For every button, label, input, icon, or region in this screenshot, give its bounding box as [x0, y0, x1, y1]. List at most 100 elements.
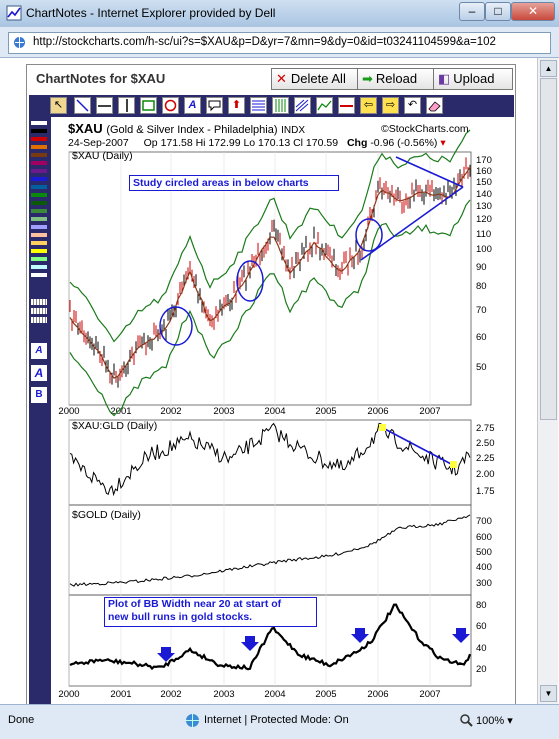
move-right-icon[interactable]: ⇨: [382, 97, 399, 114]
ratio-marker-start: [379, 424, 386, 431]
palette-swatch[interactable]: [31, 121, 47, 125]
fib-icon[interactable]: [294, 97, 311, 114]
undo-icon[interactable]: ↶: [404, 97, 421, 114]
gold-tick: 700: [476, 516, 492, 527]
scroll-up-icon[interactable]: ▲: [540, 60, 557, 77]
hlines-icon[interactable]: [250, 97, 267, 114]
panel2-label: $XAU:GLD (Daily): [72, 420, 158, 432]
palette-swatch[interactable]: [31, 257, 47, 261]
chart-chg-value: -0.96 (-0.56%): [370, 137, 438, 149]
year-label-top: 2004: [264, 406, 285, 417]
close-button[interactable]: ✕: [511, 2, 555, 21]
palette-swatch[interactable]: [31, 177, 47, 181]
gold-tick: 600: [476, 532, 492, 543]
globe-icon: [186, 714, 199, 727]
palette-swatch[interactable]: [31, 209, 47, 213]
year-label-bottom: 2002: [160, 689, 181, 700]
hatch-swatch-2[interactable]: [31, 308, 47, 314]
move-left-icon[interactable]: ⇦: [360, 97, 377, 114]
ratio-line: [69, 422, 471, 497]
scroll-down-icon[interactable]: ▼: [540, 685, 557, 702]
text-size-large-icon[interactable]: A: [31, 365, 47, 381]
chart-down-icon: ▾: [440, 137, 446, 149]
price-tick: 60: [476, 332, 487, 343]
vline-icon[interactable]: [118, 97, 135, 114]
hatch-swatch-1[interactable]: [31, 299, 47, 305]
bold-text-icon[interactable]: B: [31, 387, 47, 403]
chart-header: $XAU (Gold & Silver Index - Philadelphia…: [68, 121, 305, 136]
chart-symbol: $XAU: [68, 121, 103, 136]
price-tick: 80: [476, 281, 487, 292]
palette-swatch[interactable]: [31, 249, 47, 253]
note-bb-width[interactable]: Plot of BB Width near 20 at start of new…: [104, 597, 317, 627]
palette-swatch[interactable]: [31, 233, 47, 237]
bbwidth-tick: 20: [476, 664, 487, 675]
vertical-scrollbar[interactable]: ▲ ▼: [537, 58, 558, 704]
chart-index-name: (Gold & Silver Index - Philadelphia): [106, 124, 278, 136]
palette-swatch[interactable]: [31, 145, 47, 149]
palette-swatch[interactable]: [31, 273, 47, 277]
note-study-circled[interactable]: Study circled areas in below charts: [129, 175, 339, 191]
minimize-button[interactable]: –: [459, 2, 485, 21]
upload-button[interactable]: ◧ Upload: [433, 68, 513, 90]
segment-icon[interactable]: [338, 97, 355, 114]
palette-swatch[interactable]: [31, 241, 47, 245]
status-text: Done: [8, 714, 35, 726]
arrow-icon[interactable]: ⬆: [228, 97, 245, 114]
year-label-top: 2001: [110, 406, 131, 417]
scroll-thumb[interactable]: [540, 78, 557, 420]
price-tick: 160: [476, 166, 492, 177]
palette-swatch[interactable]: [31, 201, 47, 205]
bollinger-upper: [69, 129, 471, 343]
year-label-bottom: 2003: [213, 689, 234, 700]
trend-icon[interactable]: [316, 97, 333, 114]
maximize-button[interactable]: □: [485, 2, 511, 21]
zoom-level-value: 100%: [476, 715, 505, 727]
rect-icon[interactable]: [140, 97, 157, 114]
reload-button[interactable]: ➡ Reload: [357, 68, 434, 90]
url-field[interactable]: http://stockcharts.com/h-sc/ui?s=$XAU&p=…: [8, 32, 551, 54]
study-circle: [355, 218, 383, 252]
bbwidth-arrow: [351, 628, 369, 643]
price-tick: 50: [476, 362, 487, 373]
line-icon[interactable]: [74, 97, 91, 114]
chart-chg-label: Chg: [346, 137, 368, 149]
year-label-top: 2006: [367, 406, 388, 417]
gold-tick: 500: [476, 547, 492, 558]
ratio-marker-end: [450, 461, 457, 468]
chart-app-icon: [6, 5, 22, 21]
palette-swatch[interactable]: [31, 153, 47, 157]
price-tick: 170: [476, 155, 492, 166]
text-icon[interactable]: A: [184, 97, 201, 114]
palette-swatch[interactable]: [31, 225, 47, 229]
pointer-icon[interactable]: ↖: [50, 97, 67, 114]
window-titlebar: ChartNotes - Internet Explorer provided …: [0, 0, 559, 28]
vlines-icon[interactable]: [272, 97, 289, 114]
erase-icon[interactable]: [426, 97, 443, 114]
palette-swatch[interactable]: [31, 161, 47, 165]
delete-all-label: Delete All: [290, 71, 346, 86]
zoom-level[interactable]: 100% ▾: [476, 714, 513, 727]
palette-swatch[interactable]: [31, 265, 47, 269]
circle-icon[interactable]: [162, 97, 179, 114]
bbwidth-arrow: [241, 636, 259, 651]
callout-icon[interactable]: [206, 97, 223, 114]
year-label-bottom: 2007: [419, 689, 440, 700]
page-icon: [14, 37, 25, 48]
palette-swatch[interactable]: [31, 185, 47, 189]
year-label-bottom: 2001: [110, 689, 131, 700]
reload-arrow-icon: ➡: [362, 71, 373, 86]
palette-swatch[interactable]: [31, 129, 47, 133]
hline-icon[interactable]: [96, 97, 113, 114]
zoom-icon: [460, 714, 473, 727]
palette-swatch[interactable]: [31, 217, 47, 221]
price-tick: 150: [476, 177, 492, 188]
hatch-swatch-3[interactable]: [31, 317, 47, 323]
delete-all-button[interactable]: ✕ Delete All: [271, 68, 361, 90]
palette-swatch[interactable]: [31, 169, 47, 173]
year-label-bottom: 2006: [367, 689, 388, 700]
palette-swatch[interactable]: [31, 193, 47, 197]
text-size-small-icon[interactable]: A: [31, 343, 47, 359]
palette-swatch[interactable]: [31, 137, 47, 141]
